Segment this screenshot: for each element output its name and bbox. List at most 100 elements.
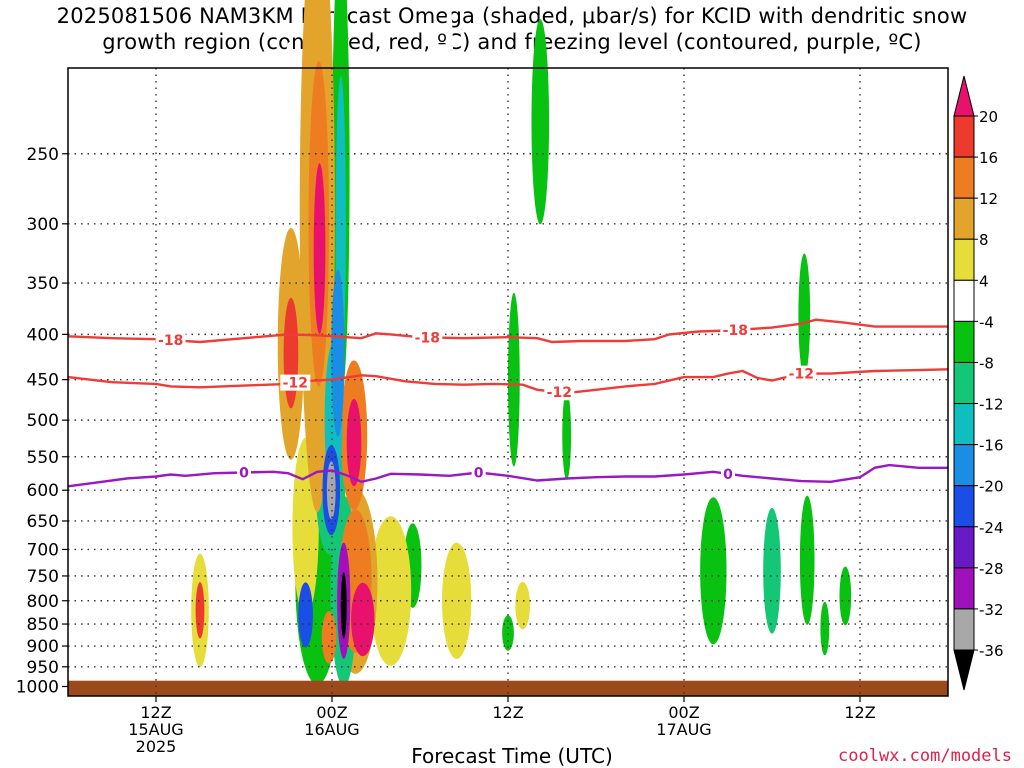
colorbar-top-arrow bbox=[953, 75, 975, 117]
contour-label-0: 0 bbox=[474, 466, 484, 482]
grid bbox=[68, 68, 948, 696]
x-axis-label: Forecast Time (UTC) bbox=[411, 744, 613, 768]
omega-cell-24 bbox=[799, 495, 815, 625]
y-tick-label: 900 bbox=[27, 637, 59, 657]
omega-cell-6 bbox=[742, 211, 758, 419]
contour-label-0: 0 bbox=[239, 466, 249, 482]
contour-label-bg bbox=[280, 374, 311, 391]
contour-label--12: -12 bbox=[547, 385, 572, 401]
y-tick-label: 400 bbox=[27, 325, 59, 345]
omega-cell-41 bbox=[195, 582, 205, 639]
chart-subtitle: growth region (contoured, red, ºC) and f… bbox=[102, 30, 922, 54]
y-tick-label: 700 bbox=[27, 540, 59, 560]
colorbar-label: 8 bbox=[979, 231, 989, 249]
contour-label-bg bbox=[237, 464, 251, 481]
colorbar-swatch bbox=[953, 567, 975, 610]
omega-cell-39 bbox=[283, 297, 299, 409]
colorbar-label: 16 bbox=[979, 149, 998, 167]
omega-shading bbox=[191, 0, 883, 687]
contour-label--18: -18 bbox=[158, 333, 183, 349]
y-tick-label: 650 bbox=[27, 512, 59, 532]
contour-label-bg bbox=[471, 464, 486, 481]
omega-cell-45 bbox=[351, 582, 375, 657]
contour-label-bg bbox=[786, 365, 817, 382]
colorbar-label: -16 bbox=[979, 437, 1004, 455]
contour-label-0: 0 bbox=[723, 467, 733, 483]
colorbar-bottom-arrow bbox=[953, 649, 975, 691]
contour-line-0 bbox=[67, 463, 948, 488]
omega-cell-46 bbox=[298, 582, 313, 648]
contour-label--12: -12 bbox=[789, 367, 814, 383]
x-tick-label: 17AUG bbox=[656, 720, 711, 739]
contour-label-bg bbox=[155, 332, 186, 349]
omega-cell-8 bbox=[857, 505, 878, 594]
y-tick-label: 350 bbox=[27, 274, 59, 294]
colorbar-swatch bbox=[953, 197, 975, 240]
contour-label-bg bbox=[721, 465, 735, 482]
x-tick-label: 12Z bbox=[140, 703, 171, 722]
omega-cell-49 bbox=[340, 572, 347, 639]
colorbar-label: 20 bbox=[979, 108, 998, 126]
omega-cell-9 bbox=[867, 572, 883, 639]
colorbar-swatch bbox=[953, 485, 975, 528]
omega-cell-14 bbox=[531, 19, 550, 225]
temperature-contours: -18 -18 -18 -12 -12 -12 0 0 0 bbox=[67, 318, 949, 488]
colorbar-swatch bbox=[953, 320, 975, 363]
omega-cell-4 bbox=[590, 148, 602, 325]
colorbar-swatch bbox=[953, 608, 975, 651]
colorbar-swatch bbox=[953, 361, 975, 405]
omega-cell-3 bbox=[444, 0, 454, 213]
colorbar-label: -24 bbox=[979, 519, 1004, 537]
contour-label-bg bbox=[720, 322, 751, 339]
omega-cell-25 bbox=[820, 601, 830, 656]
x-tick-label: 00Z bbox=[316, 703, 347, 722]
y-tick-label: 800 bbox=[27, 592, 59, 612]
colorbar-swatch bbox=[953, 279, 975, 322]
omega-cell-22 bbox=[798, 253, 811, 376]
colorbar-label: -4 bbox=[979, 313, 994, 331]
omega-cell-23 bbox=[839, 566, 852, 626]
credit-link[interactable]: coolwx.com/models bbox=[838, 746, 1012, 766]
x-tick-label: 15AUG bbox=[128, 720, 183, 739]
x-tick-label: 00Z bbox=[668, 703, 699, 722]
y-tick-label: 550 bbox=[27, 448, 59, 468]
y-tick-label: 300 bbox=[27, 215, 59, 235]
contour-line--12 bbox=[67, 368, 949, 395]
colorbar-label: -28 bbox=[979, 560, 1004, 578]
y-tick-label: 450 bbox=[27, 371, 59, 391]
y-tick-label: 950 bbox=[27, 658, 59, 678]
contour-line--18 bbox=[67, 318, 948, 344]
colorbar-label: -12 bbox=[979, 396, 1004, 414]
colorbar-label: -8 bbox=[979, 354, 994, 372]
omega-cell-20 bbox=[515, 581, 531, 630]
terrain-fill bbox=[68, 680, 948, 696]
y-axis: 2503003504004505005506006507007508008509… bbox=[16, 145, 68, 698]
colorbar-label: -32 bbox=[979, 601, 1004, 619]
y-tick-label: 600 bbox=[27, 481, 59, 501]
contour-label--12: -12 bbox=[283, 376, 308, 392]
y-tick-label: 500 bbox=[27, 411, 59, 431]
colorbar-label: -20 bbox=[979, 478, 1004, 496]
x-tick-label: 12Z bbox=[844, 703, 875, 722]
colorbar-label: -36 bbox=[979, 642, 1004, 660]
x-tick-label: 16AUG bbox=[304, 720, 359, 739]
colorbar-swatch bbox=[953, 526, 975, 569]
y-tick-label: 850 bbox=[27, 615, 59, 635]
y-tick-label: 1000 bbox=[16, 678, 59, 698]
colorbar-swatch bbox=[953, 238, 975, 281]
contour-label-bg bbox=[544, 384, 575, 401]
colorbar-swatch bbox=[953, 444, 975, 487]
omega-cell-37 bbox=[321, 611, 337, 664]
y-tick-label: 750 bbox=[27, 567, 59, 587]
omega-cell-21 bbox=[700, 497, 727, 645]
contour-label--18: -18 bbox=[723, 323, 748, 339]
omega-cell-40 bbox=[331, 269, 345, 437]
omega-cell-43 bbox=[313, 163, 326, 335]
colorbar-swatch bbox=[953, 156, 975, 199]
omega-cell-28 bbox=[763, 507, 781, 634]
chart-title: 2025081506 NAM3KM Forecast Omega (shaded… bbox=[56, 4, 968, 28]
contour-label--18: -18 bbox=[415, 330, 440, 346]
